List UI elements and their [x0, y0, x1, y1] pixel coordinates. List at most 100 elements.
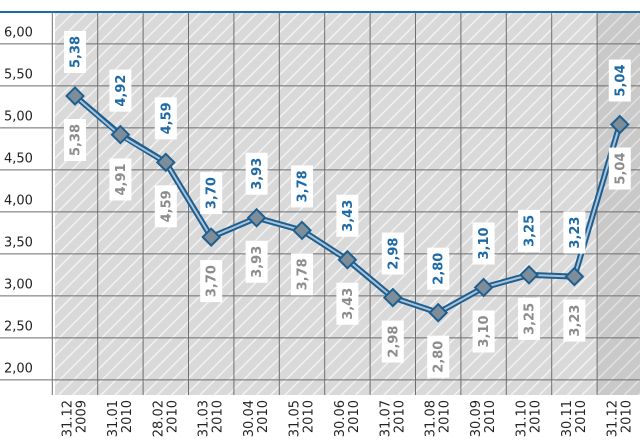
- data-label-box: [109, 158, 132, 201]
- x-tick-label-line: 2010: [256, 400, 271, 433]
- x-tick-label-line: 2010: [529, 400, 544, 433]
- data-label-box: [291, 165, 313, 208]
- y-tick-label: 4,50: [4, 151, 33, 166]
- data-label-text: 3,25: [523, 303, 538, 335]
- y-tick-label: 4,00: [4, 193, 33, 208]
- x-tick-label-line: 2010: [392, 400, 407, 433]
- point-marker: [337, 249, 358, 270]
- x-tick-label: 30.11 2010: [560, 400, 589, 437]
- data-label: 5,38: [64, 30, 86, 73]
- point-marker: [382, 287, 403, 308]
- point-marker: [473, 277, 494, 298]
- data-label-box: [336, 282, 359, 325]
- data-label: 3,10: [472, 310, 495, 353]
- point-marker: [519, 264, 539, 285]
- data-label-text: 3,23: [568, 305, 583, 337]
- data-label: 2,98: [381, 320, 404, 363]
- point-marker: [292, 220, 312, 241]
- data-label-box: [64, 118, 86, 161]
- x-tick-label-line: 2010: [483, 400, 498, 433]
- x-tick-label-line: 31.07: [378, 400, 393, 437]
- data-label: 5,04: [608, 147, 631, 190]
- data-label-box: [472, 310, 495, 353]
- data-label-text: 5,04: [613, 153, 628, 185]
- data-label-box: [518, 297, 540, 340]
- x-tick-label: 28.02 2010: [151, 400, 180, 437]
- point-marker: [564, 266, 585, 287]
- x-tick-label-line: 2010: [302, 400, 317, 433]
- x-tick-label: 31.07 2010: [378, 400, 407, 437]
- data-label: 3,23: [563, 299, 586, 342]
- x-tick-label: 31.05 2010: [288, 400, 317, 437]
- data-label-text: 3,10: [477, 227, 492, 259]
- data-label-box: [472, 222, 495, 265]
- point-marker: [246, 207, 267, 228]
- x-tick-label: 31.12 2010: [605, 400, 634, 437]
- point-marker: [609, 114, 630, 135]
- x-tick-label-line: 31.10: [515, 400, 530, 437]
- data-label: 3,93: [245, 152, 268, 195]
- point-marker: [155, 152, 176, 173]
- x-tick-label: 31.10 2010: [515, 400, 544, 437]
- x-tick-label: 30.06 2010: [333, 400, 362, 437]
- data-label: 3,93: [245, 240, 268, 283]
- x-tick-label-line: 2010: [347, 400, 362, 433]
- data-label-text: 3,93: [250, 246, 265, 278]
- data-label-text: 4,59: [159, 190, 174, 222]
- data-label: 3,43: [336, 282, 359, 325]
- data-label-box: [563, 211, 586, 254]
- x-tick-label-line: 2010: [438, 400, 453, 433]
- data-label-box: [64, 30, 86, 73]
- data-label-text: 5,38: [69, 36, 84, 68]
- point-marker: [428, 302, 449, 323]
- x-tick-label-line: 31.12: [605, 400, 620, 437]
- data-label-box: [518, 209, 540, 252]
- data-label-box: [200, 172, 223, 215]
- data-label: 2,80: [427, 335, 450, 378]
- point-marker: [65, 86, 85, 106]
- data-label-text: 3,43: [341, 200, 356, 232]
- data-label-box: [381, 232, 404, 275]
- data-label: 3,25: [518, 209, 540, 252]
- x-tick-label: 31.12 2009: [61, 400, 90, 437]
- data-label: 3,78: [291, 165, 313, 208]
- data-label-text: 3,10: [477, 315, 492, 347]
- data-label: 5,04: [608, 59, 631, 102]
- x-tick-label-line: 31.05: [288, 400, 303, 437]
- data-label: 3,70: [200, 260, 223, 303]
- data-label: 4,92: [109, 69, 132, 112]
- data-label-text: 3,93: [250, 158, 265, 190]
- y-tick-label: 3,00: [4, 277, 33, 292]
- point-marker: [201, 227, 222, 247]
- data-label-text: 3,78: [296, 170, 311, 202]
- x-tick-label-line: 30.06: [333, 400, 348, 437]
- data-label: 3,70: [200, 172, 223, 215]
- point-marker: [110, 124, 131, 145]
- data-label: 4,59: [154, 185, 177, 228]
- data-label-box: [563, 299, 586, 342]
- x-tick-label-line: 31.01: [106, 400, 121, 437]
- x-tick-label-line: 2010: [211, 400, 226, 433]
- data-label-text: 3,23: [568, 217, 583, 249]
- x-tick-label: 31.08 2010: [424, 400, 453, 437]
- x-tick-label: 31.01 2010: [106, 400, 135, 437]
- data-label-text: 3,70: [205, 265, 220, 297]
- x-tick-label: 31.03 2010: [197, 400, 226, 437]
- data-label-text: 5,04: [613, 65, 628, 97]
- data-label-text: 4,92: [114, 75, 129, 107]
- data-label-text: 3,78: [296, 258, 311, 290]
- data-label-box: [381, 320, 404, 363]
- data-label-box: [608, 59, 631, 102]
- x-tick-label-line: 2009: [75, 400, 90, 433]
- y-tick-label: 2,00: [4, 361, 33, 376]
- data-label-text: 2,80: [432, 253, 447, 285]
- data-label: 3,43: [336, 194, 359, 237]
- x-tick-label-line: 2010: [165, 400, 180, 433]
- data-label: 2,80: [427, 247, 450, 290]
- data-label: 4,91: [109, 158, 132, 201]
- y-tick-label: 5,00: [4, 109, 33, 124]
- data-label-box: [291, 253, 313, 296]
- data-label: 4,59: [154, 97, 177, 140]
- data-label: 5,38: [64, 118, 86, 161]
- x-tick-label-line: 2010: [574, 400, 589, 433]
